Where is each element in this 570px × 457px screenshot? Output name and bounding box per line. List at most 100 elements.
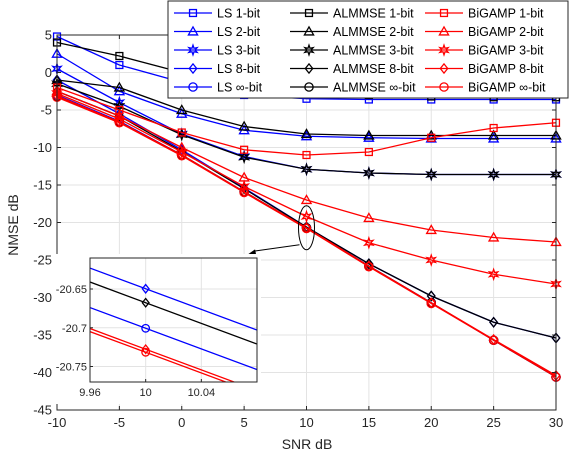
- data-point: [175, 145, 188, 159]
- inset-x-tick-label: 9.96: [79, 387, 100, 399]
- data-point: [239, 187, 249, 198]
- series-line: [56, 90, 557, 243]
- inset-data-point: [141, 323, 151, 333]
- legend-label: BiGAMP 1-bit: [468, 7, 544, 21]
- legend-box: [167, 0, 569, 99]
- legend-swatch-marker: [187, 43, 199, 57]
- data-point: [115, 51, 124, 61]
- data-point: [113, 81, 126, 92]
- inset-background: [90, 258, 257, 382]
- legend-item-bigamp-3-bit: BiGAMP 3-bit: [425, 43, 544, 58]
- x-tick-label: 30: [549, 415, 563, 430]
- data-point: [425, 253, 438, 267]
- data-point: [426, 298, 437, 309]
- inset-data-point: [141, 347, 151, 357]
- series-line: [56, 79, 556, 137]
- y-tick-label: 0: [45, 65, 52, 80]
- x-tick-label: 20: [424, 415, 438, 430]
- data-point: [487, 167, 500, 182]
- data-point: [300, 130, 313, 141]
- data-point: [113, 95, 126, 110]
- legend-item-almmse-8-bit: ALMMSE 8-bit: [290, 62, 414, 76]
- y-tick-label: -40: [33, 365, 52, 380]
- data-point: [300, 194, 313, 205]
- data-point: [363, 131, 375, 142]
- legend-item-bigamp-2-bit: BiGAMP 2-bit: [425, 25, 544, 39]
- series-line: [56, 92, 557, 285]
- legend-item-ls-8-bit: LS 8-bit: [174, 62, 261, 76]
- x-axis-label: SNR dB: [282, 436, 333, 452]
- data-point: [489, 123, 498, 133]
- legend-item-almmse-1-bit: ALMMSE 1-bit: [290, 7, 414, 21]
- inset-data-point: [141, 297, 150, 308]
- legend-item-bigamp-8-bit: BiGAMP 8-bit: [425, 62, 544, 76]
- y-tick-label: 5: [45, 28, 52, 43]
- data-point: [363, 129, 375, 140]
- inset-data-point: [141, 283, 150, 294]
- legend-item-ls-3-bit: LS 3-bit: [174, 43, 261, 58]
- legend-item-almmse-inf-bit: ALMMSE ∞-bit: [290, 81, 416, 95]
- x-tick-label: 0: [178, 415, 185, 430]
- y-tick-label: -30: [33, 290, 52, 305]
- inset-data-point: [141, 343, 150, 355]
- legend-swatch-marker: [303, 43, 315, 57]
- inset-line-almmse-diamond: [90, 281, 257, 345]
- inset-line-bigamp-diamond: [90, 327, 236, 382]
- data-point: [240, 145, 249, 154]
- y-axis-label: NMSE dB: [5, 194, 21, 255]
- data-point: [175, 127, 188, 142]
- y-tick-label: -10: [33, 140, 52, 155]
- legend-label: BiGAMP 8-bit: [468, 62, 544, 76]
- inset-y-tick-label: -20.75: [56, 362, 87, 374]
- data-point: [425, 167, 438, 182]
- legend-item-ls-1-bit: LS 1-bit: [174, 7, 261, 21]
- inset-x-tick-label: 10: [140, 387, 152, 399]
- legend: LS 1-bit LS 2-bit LS 3-bit LS 8-bit LS ∞-bit…: [167, 0, 569, 99]
- inset-y-tick-label: -20.65: [56, 284, 87, 296]
- data-point: [176, 150, 187, 161]
- data-point: [487, 132, 500, 143]
- legend-swatch-marker: [188, 82, 198, 92]
- x-tick-label: -5: [114, 415, 126, 430]
- data-point: [487, 231, 500, 242]
- inset-x-tick-label: 10.04: [188, 387, 216, 399]
- inset-line-bigamp-circle: [90, 331, 228, 382]
- inset-line-ls-diamond: [90, 267, 257, 331]
- series-bigamp-inf-bit: [52, 92, 561, 382]
- legend-swatch-marker: [188, 62, 198, 75]
- data-point: [300, 128, 313, 139]
- inset-zoom-plot: 9.96 10 10.04 -20.65 -20.7 -20.75: [56, 254, 261, 404]
- data-point: [115, 60, 124, 70]
- legend-swatch-marker: [438, 25, 450, 36]
- series-line: [56, 96, 557, 378]
- legend-swatch-marker: [439, 82, 449, 92]
- data-point: [238, 150, 251, 165]
- series-line: [56, 53, 556, 140]
- x-tick-label: 25: [486, 415, 500, 430]
- inset-line-ls-circle: [90, 306, 257, 371]
- legend-item-bigamp-1-bit: BiGAMP 1-bit: [425, 7, 544, 21]
- legend-label: LS 1-bit: [217, 7, 261, 21]
- data-point: [300, 162, 313, 177]
- data-point: [364, 147, 373, 157]
- legend-item-ls-2-bit: LS 2-bit: [174, 25, 261, 39]
- legend-swatch-marker: [187, 25, 199, 36]
- data-point: [301, 223, 312, 234]
- data-point: [487, 129, 500, 140]
- data-point: [302, 150, 311, 160]
- x-tick-label: 15: [362, 415, 376, 430]
- x-tick-label: -10: [48, 415, 67, 430]
- legend-label: ALMMSE 2-bit: [333, 25, 414, 39]
- data-point: [362, 166, 375, 180]
- legend-label: BiGAMP 2-bit: [468, 25, 544, 39]
- main-series-lines: [51, 32, 562, 382]
- legend-label: LS 2-bit: [217, 25, 261, 39]
- series-bigamp-3-bit: [51, 86, 562, 291]
- legend-label: LS 8-bit: [217, 62, 261, 76]
- data-point: [425, 224, 437, 235]
- legend-label: LS 3-bit: [217, 44, 261, 58]
- data-point: [487, 267, 500, 282]
- legend-label: ALMMSE ∞-bit: [333, 81, 416, 95]
- legend-item-almmse-2-bit: ALMMSE 2-bit: [290, 25, 414, 39]
